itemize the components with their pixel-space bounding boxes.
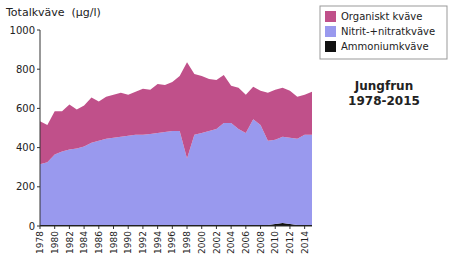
legend-box <box>320 6 447 59</box>
y-tick-label: 800 <box>16 64 35 75</box>
x-tick <box>157 226 158 229</box>
x-tick-label: 1982 <box>65 231 75 254</box>
y-tick-label: 400 <box>16 142 35 153</box>
x-tick <box>69 226 70 229</box>
y-tick <box>37 108 40 109</box>
x-tick <box>275 226 276 229</box>
legend-label: Nitrit-+nitratkväve <box>341 26 435 37</box>
x-tick-label: 1986 <box>94 231 104 254</box>
x-tick-label: 1988 <box>109 231 119 254</box>
x-tick-label: 2010 <box>270 231 280 254</box>
legend-label: Organiskt kväve <box>341 11 422 22</box>
x-tick <box>289 226 290 229</box>
x-tick-label: 1980 <box>50 231 60 254</box>
y-tick <box>37 30 40 31</box>
x-tick <box>84 226 85 229</box>
legend-label: Ammoniumkväve <box>341 41 429 52</box>
y-axis-label: Totalkväve (µg/l) <box>5 6 101 19</box>
legend-swatch <box>325 41 336 52</box>
x-tick <box>304 226 305 229</box>
x-axis-line <box>40 226 312 227</box>
legend-swatch <box>325 11 336 22</box>
legend: Organiskt kväve Nitrit-+nitratkväve Ammoni… <box>320 6 447 59</box>
x-tick-label: 1984 <box>79 231 89 254</box>
y-tick <box>37 69 40 70</box>
x-tick-label: 2008 <box>256 231 266 254</box>
y-tick-label: 1000 <box>10 25 35 36</box>
title-line: 1978-2015 <box>348 94 420 108</box>
x-tick <box>142 226 143 229</box>
x-tick-label: 2000 <box>197 231 207 254</box>
x-tick <box>98 226 99 229</box>
x-tick <box>128 226 129 229</box>
x-tick <box>172 226 173 229</box>
title-line: Jungfrun <box>354 79 413 93</box>
x-tick-label: 2006 <box>241 231 251 254</box>
y-tick-label: 600 <box>16 103 35 114</box>
x-tick <box>260 226 261 229</box>
area <box>40 62 312 164</box>
x-tick <box>113 226 114 229</box>
x-tick-label: 2014 <box>300 231 310 254</box>
legend-swatch <box>325 26 336 37</box>
x-tick <box>40 226 41 229</box>
x-tick-label: 1990 <box>123 231 133 254</box>
chart: 0 200 400 600 800 1000 1978 1980 1982 1984 1986 198… <box>0 0 451 266</box>
x-tick-label: 1998 <box>182 231 192 254</box>
x-tick-label: 2012 <box>285 231 295 254</box>
x-tick <box>245 226 246 229</box>
x-tick <box>201 226 202 229</box>
y-tick <box>37 186 40 187</box>
x-tick <box>187 226 188 229</box>
x-tick-label: 1978 <box>35 231 45 254</box>
x-tick-label: 1994 <box>153 231 163 254</box>
y-axis-line <box>40 30 41 226</box>
x-tick-label: 1996 <box>167 231 177 254</box>
x-tick-label: 1992 <box>138 231 148 254</box>
title: Jungfrun1978-2015 <box>348 79 420 108</box>
x-tick-label: 2004 <box>226 231 236 254</box>
x-tick-label: 2002 <box>212 231 222 254</box>
x-tick <box>231 226 232 229</box>
areas <box>40 62 312 226</box>
x-tick <box>216 226 217 229</box>
y-tick <box>37 147 40 148</box>
y-tick-label: 0 <box>29 221 35 232</box>
x-tick <box>54 226 55 229</box>
y-tick-label: 200 <box>16 181 35 192</box>
